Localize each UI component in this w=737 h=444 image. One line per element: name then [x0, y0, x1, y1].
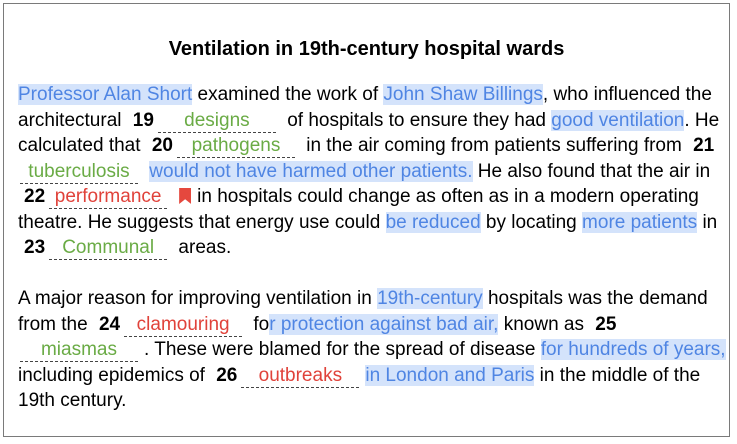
answer-24[interactable]: clamouring [124, 314, 243, 337]
text: fo [248, 313, 270, 335]
highlight-in-london-and-paris: in London and Paris [365, 364, 535, 386]
text: in [697, 211, 718, 233]
text: including epidemics of [18, 364, 211, 386]
highlight-would-not-have-harmed: would not have harmed other patients. [149, 160, 473, 182]
text: by locating [480, 211, 583, 233]
text: in the air coming from patients sufferin… [300, 135, 688, 156]
text: areas. [173, 237, 232, 258]
question-number-23: 23 [24, 237, 46, 258]
text: . These were blamed for the spread of di… [144, 339, 541, 360]
text: , who influenced the architectural [18, 84, 712, 131]
highlight-more-patients: more patients [582, 211, 698, 233]
question-number-22: 22 [24, 186, 46, 207]
bookmark-flag-icon[interactable] [179, 188, 192, 204]
question-number-25: 25 [595, 313, 617, 335]
question-number-20: 20 [151, 135, 173, 156]
text: . He calculated that [18, 109, 720, 157]
text: of hospitals to ensure they had [281, 109, 552, 131]
highlight-professor-alan-short: Professor Alan Short [18, 84, 193, 105]
text: A major reason for improving ventilation… [18, 288, 378, 309]
highlight-be-reduced: be reduced [385, 211, 481, 233]
text: He also found that the air in [472, 160, 711, 182]
question-number-19: 19 [132, 109, 154, 131]
question-number-26: 26 [216, 364, 238, 386]
question-number-24: 24 [98, 313, 121, 335]
answer-26[interactable]: outbreaks [241, 365, 360, 388]
text: examined the work of [192, 84, 384, 105]
highlight-protection-against-bad-air: r protection against bad air, [269, 313, 499, 335]
answer-20[interactable]: pathogens [176, 135, 295, 158]
page-title: Ventilation in 19th-century hospital war… [168, 38, 565, 60]
highlight-for-hundreds-of-years: for hundreds of years, [540, 339, 726, 360]
text: hospitals was the demand from the [18, 288, 708, 335]
highlight-19th-century: 19th-century [377, 288, 483, 309]
highlight-good-ventilation: good ventilation [551, 109, 685, 131]
answer-23[interactable]: Communal [49, 237, 168, 260]
text: in hospitals could change as often as in… [18, 186, 699, 233]
answer-22[interactable]: performance [49, 186, 168, 209]
answer-25[interactable]: miasmas [20, 339, 138, 362]
question-number-21: 21 [693, 135, 715, 156]
highlight-john-shaw-billings: John Shaw Billings [383, 84, 543, 105]
answer-19[interactable]: designs [157, 110, 276, 133]
text: in the middle of the 19th century. [18, 364, 701, 412]
text: known as [498, 313, 590, 335]
paragraph-2: A major reason for improving ventilation… [18, 286, 728, 414]
worksheet-frame: Ventilation in 19th-century hospital war… [3, 3, 730, 437]
answer-21[interactable]: tuberculosis [20, 161, 138, 184]
paragraph-1: Professor Alan Short examined the work o… [18, 82, 728, 261]
